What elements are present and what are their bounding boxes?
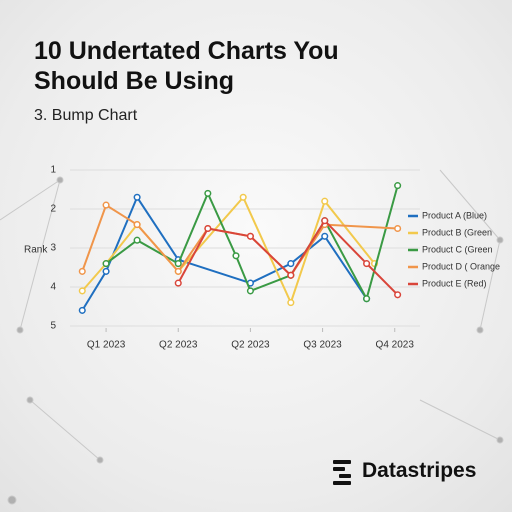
series-marker bbox=[174, 260, 182, 268]
series-line bbox=[177, 219, 399, 296]
series-marker bbox=[78, 287, 86, 295]
series-marker bbox=[287, 271, 295, 279]
series-marker bbox=[133, 221, 141, 229]
background-network bbox=[0, 169, 504, 505]
series-marker bbox=[394, 224, 402, 233]
series-marker bbox=[363, 295, 371, 303]
series-marker bbox=[133, 193, 141, 201]
series-marker bbox=[204, 189, 212, 197]
series-marker bbox=[239, 193, 247, 201]
series-line bbox=[105, 185, 399, 302]
y-axis-label: Rank bbox=[24, 245, 48, 256]
series-marker bbox=[321, 232, 329, 240]
series-marker bbox=[394, 291, 402, 299]
series-marker bbox=[174, 267, 182, 275]
series-marker bbox=[78, 267, 86, 275]
x-tick-label: Q1 2023 bbox=[87, 340, 126, 351]
y-tick-label: 1 bbox=[50, 165, 56, 176]
series-marker bbox=[321, 217, 329, 225]
series-marker bbox=[102, 201, 110, 209]
series-marker bbox=[287, 299, 295, 307]
series-marker bbox=[363, 260, 371, 268]
series-marker bbox=[232, 252, 240, 260]
y-tick-label: 3 bbox=[50, 243, 56, 254]
chart-subtitle: 3. Bump Chart bbox=[34, 107, 138, 124]
brand-logo bbox=[333, 460, 351, 485]
series-marker bbox=[102, 267, 110, 275]
series-marker bbox=[321, 197, 329, 205]
legend-label: Product B (Green bbox=[422, 227, 492, 237]
chart-title: 10 Undertated Charts You Should Be Using bbox=[34, 37, 339, 95]
series-marker bbox=[287, 260, 295, 268]
series-marker bbox=[78, 306, 86, 314]
y-tick-label: 2 bbox=[50, 204, 56, 215]
series-marker bbox=[133, 236, 141, 244]
x-tick-label: Q2 2023 bbox=[159, 340, 198, 351]
legend-label: Product D ( Orange bbox=[422, 261, 500, 271]
y-tick-label: 5 bbox=[50, 321, 56, 332]
y-tick-label: 4 bbox=[50, 282, 56, 293]
brand-name: Datastripes bbox=[362, 459, 477, 482]
series-marker bbox=[394, 182, 402, 190]
legend-label: Product A (Blue) bbox=[422, 210, 487, 220]
legend-label: Product C (Green bbox=[422, 244, 493, 254]
series-marker bbox=[204, 224, 212, 233]
series-marker bbox=[174, 279, 182, 287]
x-tick-label: Q4 2023 bbox=[376, 340, 415, 351]
series-marker bbox=[246, 287, 254, 295]
series-marker bbox=[102, 260, 110, 268]
series-line bbox=[81, 195, 368, 311]
x-tick-label: Q2 2023 bbox=[231, 340, 270, 351]
x-tick-label: Q3 2023 bbox=[303, 340, 342, 351]
series-marker bbox=[246, 232, 254, 240]
legend-label: Product E (Red) bbox=[422, 278, 487, 288]
series-line bbox=[81, 195, 376, 306]
